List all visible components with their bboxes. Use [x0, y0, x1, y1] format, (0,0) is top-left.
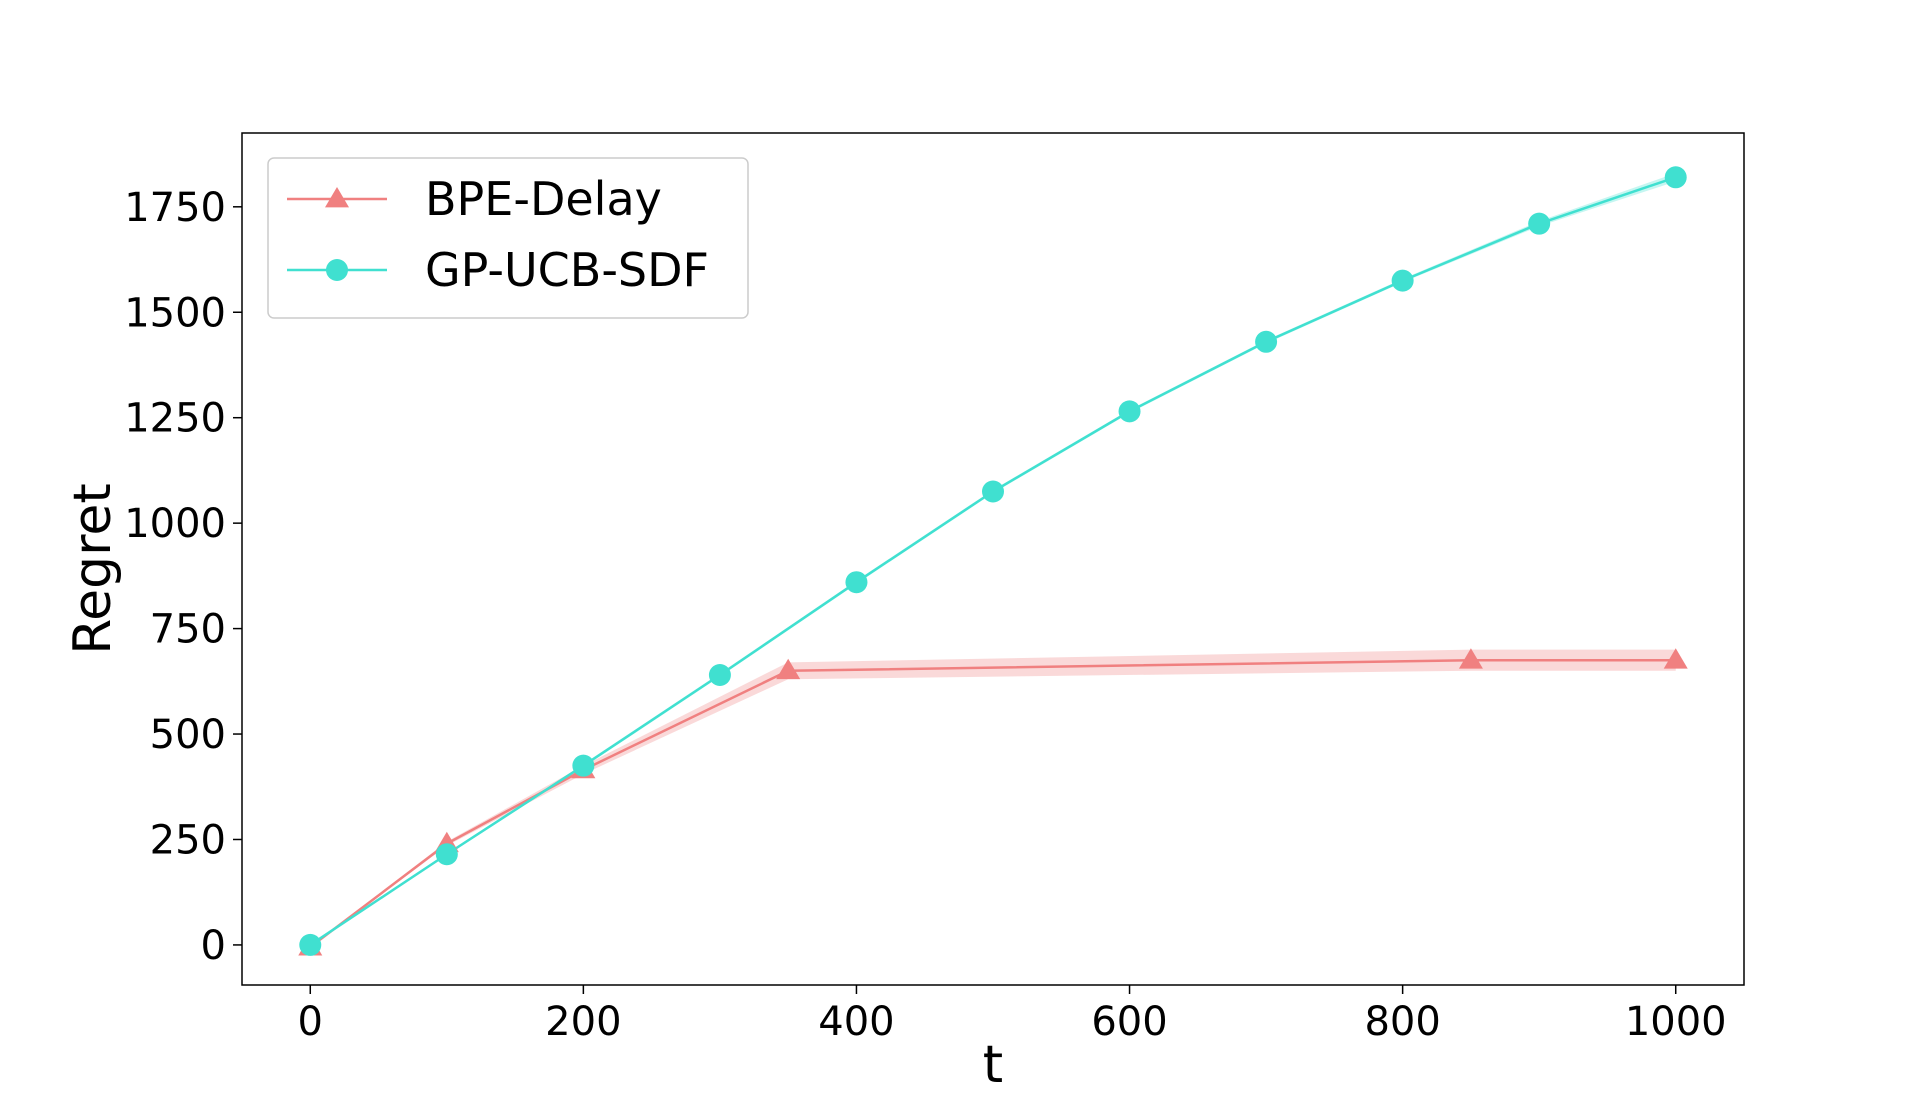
- data-point: [435, 843, 458, 866]
- y-tick-label: 1000: [124, 501, 226, 547]
- series-markers: [298, 166, 1688, 956]
- data-point: [1118, 400, 1141, 423]
- y-axis-ticks: 0 250 500 750 1000 1250 1500 1750: [124, 185, 242, 969]
- legend-label: BPE-Delay: [425, 172, 662, 226]
- y-tick-label: 1250: [124, 396, 226, 442]
- y-tick-label: 1500: [124, 290, 226, 336]
- data-point: [1458, 648, 1483, 669]
- y-tick-label: 750: [150, 607, 226, 653]
- data-point: [708, 663, 731, 686]
- x-tick-label: 1000: [1625, 999, 1727, 1045]
- x-tick-label: 400: [818, 999, 894, 1045]
- legend-label: GP-UCB-SDF: [425, 243, 709, 297]
- y-tick-label: 500: [150, 712, 226, 758]
- y-axis-label: Regret: [63, 483, 123, 654]
- data-point: [299, 933, 322, 956]
- data-point: [1391, 269, 1414, 292]
- y-tick-label: 250: [150, 817, 226, 863]
- y-tick-label: 0: [201, 923, 226, 969]
- data-point: [1663, 648, 1688, 669]
- plot-frame: [241, 132, 1745, 986]
- x-axis-ticks: 0 200 400 600 800 1000: [298, 985, 1727, 1045]
- data-point: [1528, 212, 1551, 235]
- x-tick-label: 0: [298, 999, 323, 1045]
- legend-box: [267, 157, 749, 319]
- confidence-band-0: [310, 649, 1676, 948]
- data-point: [776, 658, 801, 680]
- y-tick-label: 1750: [124, 185, 226, 231]
- legend-marker: [325, 187, 349, 208]
- x-tick-label: 800: [1364, 999, 1440, 1045]
- series-line-0: [309, 658, 1676, 949]
- legend-marker: [326, 259, 348, 281]
- legend: BPE-Delay GP-UCB-SDF: [267, 157, 749, 319]
- data-point: [1255, 330, 1278, 353]
- x-axis-label: t: [983, 1035, 1003, 1095]
- data-point: [1664, 166, 1687, 189]
- x-tick-label: 200: [545, 999, 621, 1045]
- x-tick-label: 600: [1091, 999, 1167, 1045]
- data-point: [845, 571, 868, 594]
- data-point: [572, 754, 595, 777]
- data-point: [982, 480, 1004, 503]
